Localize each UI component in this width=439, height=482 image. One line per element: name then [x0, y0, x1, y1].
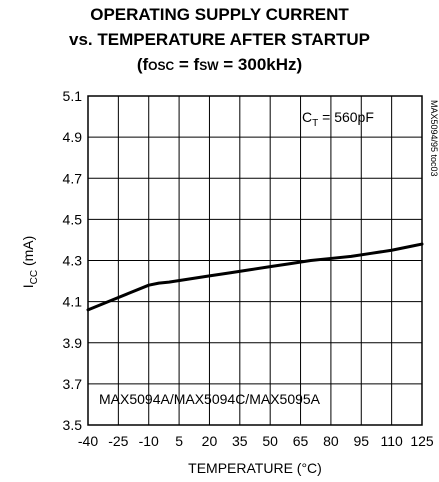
x-tick-label: 110: [380, 433, 403, 449]
x-axis-label: TEMPERATURE (°C): [188, 460, 322, 476]
y-tick-label: 5.1: [63, 88, 83, 104]
y-tick-label: 4.1: [63, 294, 83, 310]
series-line: [86, 242, 424, 312]
grid: [88, 96, 422, 425]
x-tick-label: 20: [202, 433, 218, 449]
ct-annotation-sub: T: [312, 118, 318, 129]
title-line3-mid: = f: [174, 55, 200, 74]
y-tick-label: 3.7: [63, 376, 83, 392]
x-tick-labels: -40 -25 -10 5 20 35 50 65 80 95 110 125: [78, 433, 434, 449]
x-tick-label: 50: [262, 433, 278, 449]
y-tick-label: 3.9: [63, 335, 83, 351]
x-tick-label: -40: [78, 433, 98, 449]
x-tick-label: 65: [293, 433, 309, 449]
chart-title-line1: OPERATING SUPPLY CURRENT: [90, 5, 349, 24]
x-tick-label: 80: [323, 433, 339, 449]
y-axis-label-unit: (mA): [20, 236, 36, 270]
parts-annotation: MAX5094A/MAX5094C/MAX5095A: [99, 391, 321, 407]
y-tick-label: 4.7: [63, 170, 83, 186]
title-line3-prefix: (f: [136, 55, 149, 74]
title-line3-suffix: = 300kHz): [218, 55, 303, 74]
y-tick-label: 3.5: [63, 417, 83, 433]
x-tick-label: -25: [108, 433, 128, 449]
y-axis-label-sub: CC: [29, 270, 40, 284]
x-tick-label: 125: [410, 433, 434, 449]
figure-code: MAX5094/95 toc03: [429, 100, 439, 177]
ct-annotation: CT = 560pF: [302, 109, 374, 129]
y-tick-label: 4.3: [63, 253, 83, 269]
ct-annotation-rest: = 560pF: [318, 109, 374, 125]
title-line3-sub1: OSC: [148, 59, 175, 73]
x-tick-label: -10: [139, 433, 159, 449]
y-tick-label: 4.5: [63, 211, 83, 227]
y-axis-label-main: I: [20, 284, 36, 288]
x-tick-label: 95: [353, 433, 369, 449]
y-tick-label: 4.9: [63, 129, 83, 145]
title-line3-sub2: SW: [199, 59, 219, 73]
y-axis-label: ICC (mA): [20, 236, 40, 289]
x-tick-label: 35: [232, 433, 248, 449]
x-tick-label: 5: [175, 433, 183, 449]
ct-annotation-main: C: [302, 109, 312, 125]
plot-frame: [87, 95, 423, 426]
y-tick-labels: 3.5 3.7 3.9 4.1 4.3 4.5 4.7 4.9 5.1: [63, 88, 83, 433]
chart-title-line2: vs. TEMPERATURE AFTER STARTUP: [69, 30, 370, 49]
chart-title-line3: (fOSC = fSW = 300kHz): [0, 54, 439, 77]
